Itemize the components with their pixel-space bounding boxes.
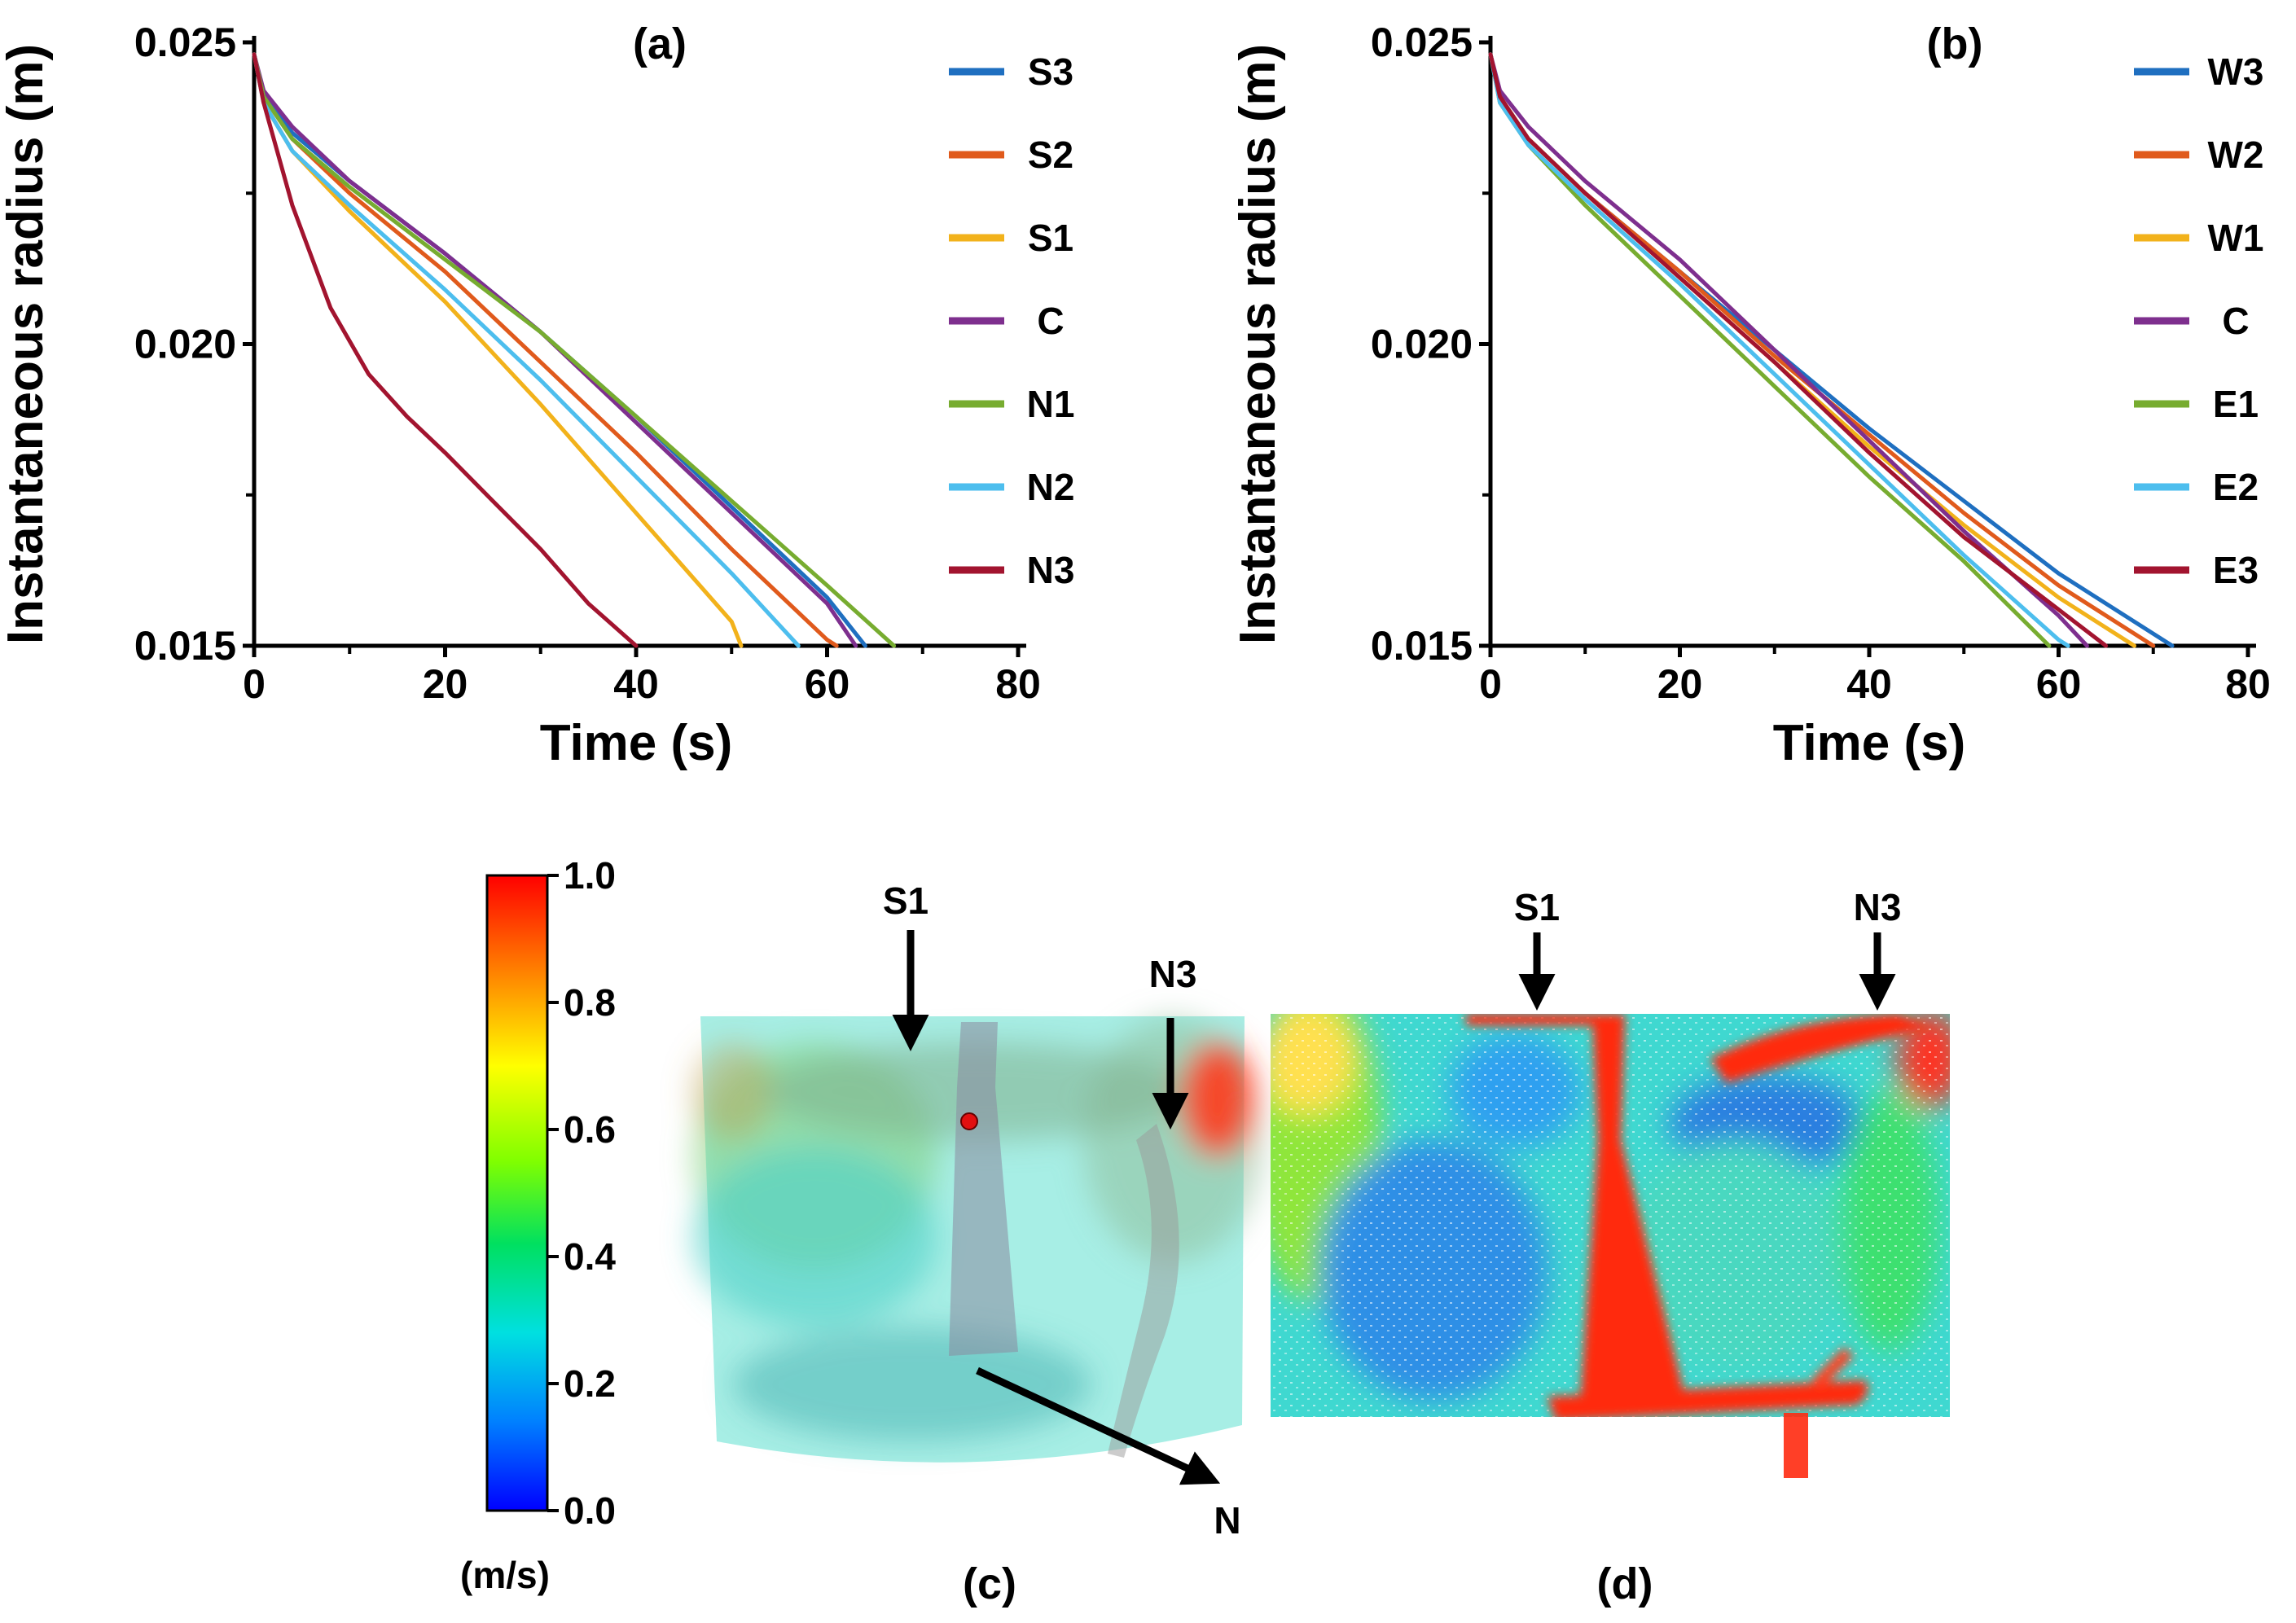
y-tick-label: 0.015 xyxy=(134,623,236,669)
x-tick-label: 40 xyxy=(1846,661,1892,707)
y-tick-label: 0.025 xyxy=(1371,20,1473,65)
x-tick-label: 40 xyxy=(613,661,659,707)
chart-b: 0 20 40 60 80 0.015 0.020 0.025 Time (s) Instanta… xyxy=(1230,20,2271,771)
legend-label: W2 xyxy=(2208,134,2264,176)
panel-d-panel-label: (d) xyxy=(1597,1559,1653,1608)
legend-label: S3 xyxy=(1028,50,1073,93)
x-tick-label: 20 xyxy=(1657,661,1703,707)
legend-label: C xyxy=(2222,300,2249,342)
y-tick-label: 0.020 xyxy=(134,322,236,367)
x-tick-label: 80 xyxy=(2225,661,2271,707)
x-axis-title: Time (s) xyxy=(1773,715,1966,771)
x-tick-label: 60 xyxy=(2036,661,2082,707)
series-line-n3 xyxy=(252,52,639,648)
series-line-c xyxy=(252,52,858,648)
x-tick-label: 80 xyxy=(995,661,1041,707)
panel-label: (a) xyxy=(633,20,687,68)
colorbar-tick-label: 0.2 xyxy=(564,1362,616,1405)
y-tick-label: 0.025 xyxy=(134,20,236,65)
panel-d-outlet xyxy=(1784,1413,1808,1478)
colorbar-gradient xyxy=(485,874,549,1512)
panel-d-jets xyxy=(1466,1014,1930,1417)
panel-d-label-n3: N3 xyxy=(1854,886,1902,928)
legend-label: N2 xyxy=(1027,466,1075,508)
legend-label: E2 xyxy=(2213,466,2259,508)
y-tick-label: 0.020 xyxy=(1371,322,1473,367)
x-tick-label: 20 xyxy=(423,661,468,707)
series-line-n2 xyxy=(252,52,801,648)
panel-c-arrow-n xyxy=(976,1366,1221,1485)
legend-label: N3 xyxy=(1027,549,1075,591)
panel-c-label-n3: N3 xyxy=(1149,953,1197,995)
legend-label: E1 xyxy=(2213,383,2259,425)
legend-label: W1 xyxy=(2208,217,2264,259)
y-axis-title: Instantaneous radius (m) xyxy=(1230,44,1286,644)
colorbar-tick-label: 0.8 xyxy=(564,981,616,1024)
colorbar: 1.0 0.8 0.6 0.4 0.2 0.0 (m/s) xyxy=(460,854,616,1596)
panel-d-label-s1: S1 xyxy=(1514,886,1560,928)
series-line-s1 xyxy=(252,52,744,648)
panel-c-label-n: N xyxy=(1214,1499,1240,1542)
series-line-n1 xyxy=(252,52,897,648)
colorbar-tick-label: 0.4 xyxy=(564,1235,616,1278)
x-tick-label: 60 xyxy=(805,661,850,707)
legend-label: C xyxy=(1037,300,1064,342)
panel-c-droplet xyxy=(960,1112,978,1130)
colorbar-tick-label: 1.0 xyxy=(564,854,616,897)
x-axis-title: Time (s) xyxy=(540,715,733,771)
colorbar-unit: (m/s) xyxy=(460,1554,550,1596)
panel-c-side-plume xyxy=(1108,1124,1179,1458)
series-line-e3 xyxy=(1488,52,2109,648)
panel-c-label-s1: S1 xyxy=(883,879,928,922)
legend-label: E3 xyxy=(2213,549,2259,591)
y-tick-label: 0.015 xyxy=(1371,623,1473,669)
panel-c-flow-view: S1 N3 N (c) xyxy=(692,879,1262,1608)
series-line-w2 xyxy=(1488,52,2156,648)
panel-d-vector-field: S1 N3 (d) xyxy=(1271,886,1950,1608)
x-tick-label: 0 xyxy=(1479,661,1502,707)
legend-label: N1 xyxy=(1027,383,1075,425)
x-tick-label: 0 xyxy=(243,661,266,707)
legend-label: W3 xyxy=(2208,50,2264,93)
panel-c-panel-label: (c) xyxy=(963,1559,1016,1608)
series-line-c xyxy=(1488,52,2089,648)
y-axis-title: Instantaneous radius (m) xyxy=(0,44,54,644)
legend-label: S1 xyxy=(1028,217,1073,259)
colorbar-tick-label: 0.0 xyxy=(564,1489,616,1532)
colorbar-ticks: 1.0 0.8 0.6 0.4 0.2 0.0 xyxy=(547,854,616,1532)
panel-c-jet-plume xyxy=(949,1022,1018,1356)
chart-a: 0 20 40 60 80 0.015 0.020 0.025 Time (s) Instanta… xyxy=(0,20,1074,771)
panel-label: (b) xyxy=(1927,20,1983,68)
colorbar-tick-label: 0.6 xyxy=(564,1108,616,1151)
legend-label: S2 xyxy=(1028,134,1073,176)
series-line-e2 xyxy=(1488,52,2070,648)
series-line-w3 xyxy=(1488,52,2175,648)
